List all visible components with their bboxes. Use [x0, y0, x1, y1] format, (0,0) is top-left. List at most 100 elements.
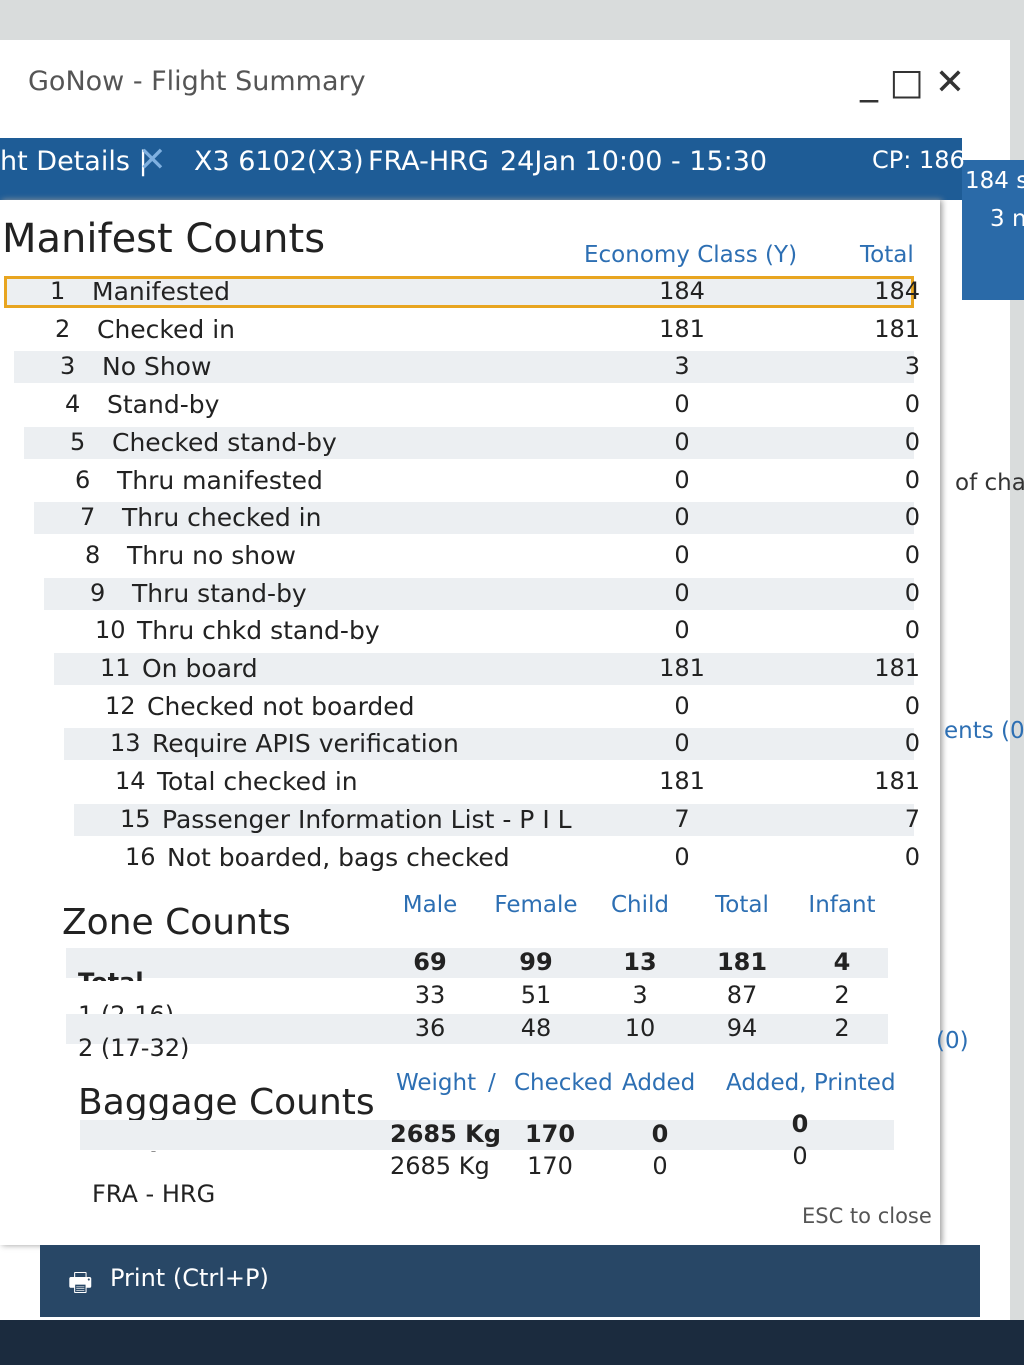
- zone-row: [66, 1014, 888, 1044]
- zone-count: 69: [413, 948, 447, 976]
- taskbar: [0, 1320, 1024, 1365]
- row-label: Checked in: [97, 314, 236, 344]
- total-count: 0: [904, 390, 920, 419]
- zone-count: 36: [414, 1014, 446, 1042]
- row-number: 10: [95, 616, 126, 645]
- side-text: 184 s: [965, 168, 1024, 194]
- baggage-value: 2685 Kg: [390, 1152, 490, 1180]
- row-number: 4: [65, 390, 81, 419]
- row-label: Total checked in: [157, 767, 358, 797]
- total-count: 7: [904, 804, 920, 833]
- column-header: Added, Printed: [726, 1070, 896, 1096]
- manifest-row: [69, 766, 914, 799]
- economy-count: 0: [674, 390, 690, 419]
- window-title: GoNow - Flight Summary: [28, 66, 366, 97]
- row-label: Thru checked in: [122, 503, 322, 533]
- economy-count: 0: [674, 691, 690, 720]
- cp: CP: 186: [872, 146, 965, 174]
- row-number: 15: [120, 804, 151, 833]
- baggage-value: 0: [652, 1152, 668, 1180]
- zone-count: 181: [716, 948, 768, 976]
- total-count: 0: [904, 842, 920, 871]
- economy-count: 0: [674, 503, 690, 532]
- column-header: Female: [494, 892, 578, 918]
- manifest-row: [34, 502, 914, 535]
- print-button[interactable]: Print (Ctrl+P): [110, 1264, 269, 1292]
- window-controls[interactable]: _ □ ✕: [860, 62, 966, 103]
- zone-count: 4: [833, 948, 851, 976]
- section-title: Manifest Counts: [2, 216, 326, 262]
- manifest-row: [29, 464, 914, 497]
- manifest-row: [19, 389, 914, 422]
- economy-count: 0: [674, 427, 690, 456]
- total-count: 0: [904, 616, 920, 645]
- total-count: 0: [904, 691, 920, 720]
- baggage-value: 2685 Kg: [390, 1120, 501, 1148]
- manifest-row: [54, 653, 914, 685]
- manifest-row: [39, 539, 914, 572]
- zone-count: 48: [520, 1014, 552, 1042]
- total-count: 0: [904, 578, 920, 607]
- row-label: Require APIS verification: [152, 729, 459, 759]
- manifest-row: [49, 615, 914, 648]
- baggage-row: [80, 1152, 894, 1182]
- economy-count: 0: [674, 842, 690, 871]
- column-header: Infant: [808, 892, 876, 918]
- manifest-row: [79, 841, 914, 874]
- side-text: 3 n: [990, 206, 1024, 232]
- column-header: Total: [860, 242, 914, 268]
- manifest-row: [64, 728, 914, 761]
- section-title: Zone Counts: [62, 902, 291, 943]
- row-label: Not boarded, bags checked: [167, 842, 510, 872]
- row-label: Stand-by: [107, 390, 220, 420]
- row-label: Passenger Information List - P I L: [162, 804, 572, 834]
- row-label: Checked stand-by: [112, 427, 337, 457]
- baggage-label: FRA - HRG: [92, 1180, 216, 1208]
- column-header: Child: [610, 892, 670, 918]
- economy-count: 181: [659, 314, 705, 343]
- zone-row: [66, 981, 888, 1011]
- row-number: 5: [70, 427, 86, 456]
- economy-count: 0: [674, 729, 690, 758]
- manifest-row: [4, 276, 914, 308]
- row-number: 3: [60, 352, 76, 381]
- column-header: /: [488, 1070, 496, 1096]
- baggage-value: 0: [791, 1110, 809, 1138]
- column-header: Economy Class (Y): [584, 242, 798, 268]
- row-number: 8: [85, 540, 101, 569]
- side-panel: [962, 160, 1024, 300]
- economy-count: 0: [674, 616, 690, 645]
- row-number: 6: [75, 465, 91, 494]
- time: 24Jan 10:00 - 15:30: [500, 146, 768, 177]
- section-title: Baggage Counts: [78, 1082, 375, 1123]
- total-count: 0: [904, 503, 920, 532]
- column-header: Added: [622, 1070, 696, 1096]
- manifest-row: [74, 803, 914, 836]
- economy-count: 181: [659, 654, 705, 682]
- row-number: 9: [90, 578, 106, 607]
- total-count: 184: [874, 277, 920, 305]
- total-count: 0: [904, 729, 920, 758]
- close-hint: ESC to close: [802, 1204, 932, 1228]
- zone-count: 10: [624, 1014, 656, 1042]
- baggage-row: [80, 1120, 894, 1150]
- zone-row: [66, 948, 888, 978]
- side-text: ents (0: [944, 718, 1024, 744]
- row-label: On board: [142, 654, 258, 683]
- row-label: No Show: [102, 352, 212, 382]
- side-text: (0): [936, 1028, 969, 1054]
- column-header: Total: [715, 892, 769, 918]
- manifest-row: [44, 577, 914, 610]
- row-label: Thru no show: [127, 540, 296, 570]
- zone-count: 33: [414, 981, 446, 1009]
- column-header: Male: [402, 892, 458, 918]
- total-count: 181: [874, 767, 920, 796]
- total-count: 3: [904, 352, 920, 381]
- economy-count: 0: [674, 540, 690, 569]
- row-number: 1: [50, 277, 66, 305]
- row-label: Thru stand-by: [132, 578, 307, 608]
- manifest-row: [24, 426, 914, 459]
- economy-count: 0: [674, 465, 690, 494]
